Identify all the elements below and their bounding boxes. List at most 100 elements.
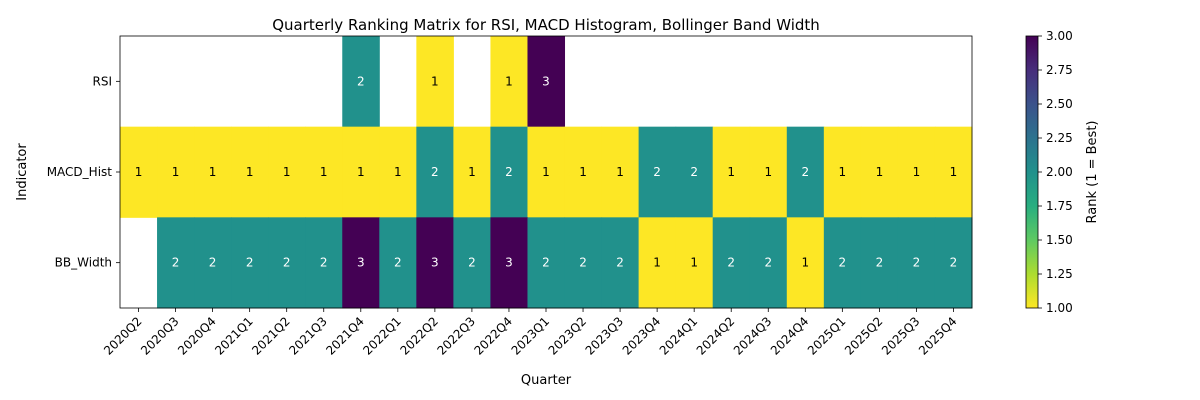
colorbar: 1.00 1.25 1.50 1.75 2.00 2.25 2.50 2.75 3.00 (1025, 29, 1073, 315)
x-axis-label: Quarter (521, 373, 572, 388)
heatmap-cell (194, 126, 232, 218)
colorbar-tick-label: 2.00 (1046, 165, 1073, 179)
x-tick-label: 2023Q4 (620, 314, 664, 358)
cell-value-label: 1 (764, 165, 772, 179)
cell-value-label: 1 (468, 165, 476, 179)
x-tick-label: 2023Q1 (509, 314, 553, 358)
heatmap-cell (453, 217, 491, 309)
cell-value-label: 2 (246, 256, 254, 270)
cell-value-label: 1 (579, 165, 587, 179)
cell-value-label: 2 (172, 256, 180, 270)
heatmap-cell (305, 217, 343, 309)
heatmap-cell (601, 217, 640, 309)
heatmap-cell (342, 126, 380, 218)
x-tick-label: 2022Q3 (434, 314, 478, 358)
heatmap-cell (786, 126, 825, 218)
cell-value-label: 2 (801, 165, 809, 179)
cell-value-label: 1 (209, 165, 217, 179)
x-tick-label: 2023Q3 (583, 314, 627, 358)
cell-value-label: 2 (320, 256, 328, 270)
heatmap-cell (712, 126, 751, 218)
cell-value-label: 1 (505, 74, 513, 88)
x-tick-label: 2020Q4 (175, 314, 219, 358)
heatmap-cell (675, 126, 714, 218)
x-axis: 2020Q22020Q32020Q42021Q12021Q22021Q32021… (101, 308, 960, 358)
cell-value-label: 2 (764, 256, 772, 270)
cell-value-label: 3 (542, 74, 550, 88)
heatmap-cell (194, 217, 232, 309)
cell-value-label: 2 (579, 256, 587, 270)
cell-value-label: 2 (839, 256, 847, 270)
cell-value-label: 2 (653, 165, 661, 179)
x-tick-label: 2024Q2 (694, 314, 738, 358)
plot-frame (119, 35, 973, 309)
cell-value-label: 1 (913, 165, 921, 179)
heatmap-cell (638, 126, 677, 218)
heatmap-cell (934, 217, 973, 309)
heatmap-cells: 2 1 1 3 1 1 1 1 1 1 1 1 2 1 2 1 1 1 2 2 1 1 2 1 1 1 1 2 2 2 2 2 3 2 3 2 3 2 2 2… (120, 36, 973, 309)
x-tick-label: 2025Q2 (842, 314, 886, 358)
x-tick-label: 2025Q1 (805, 314, 849, 358)
cell-value-label: 3 (505, 256, 513, 270)
y-tick-label: RSI (93, 74, 113, 88)
x-tick-label: 2023Q2 (546, 314, 590, 358)
heatmap-cell (231, 126, 269, 218)
cell-value-label: 1 (431, 74, 439, 88)
cell-value-label: 1 (616, 165, 624, 179)
x-tick-label: 2024Q4 (768, 314, 812, 358)
x-tick-label: 2020Q3 (138, 314, 182, 358)
heatmap-cell (268, 217, 306, 309)
heatmap-cell (490, 36, 528, 128)
cell-value-label: 2 (431, 165, 439, 179)
cell-value-label: 3 (431, 256, 439, 270)
cell-value-label: 2 (468, 256, 476, 270)
heatmap-cell (268, 126, 306, 218)
cell-value-label: 1 (172, 165, 180, 179)
heatmap-cell (675, 217, 714, 309)
heatmap-cell (416, 126, 454, 218)
x-tick-label: 2021Q2 (249, 314, 293, 358)
cell-value-label: 1 (727, 165, 735, 179)
cell-value-label: 2 (876, 256, 884, 270)
cell-value-label: 2 (542, 256, 550, 270)
cell-value-label: 2 (950, 256, 958, 270)
y-tick-label: BB_Width (55, 256, 112, 270)
cell-value-label: 2 (394, 256, 402, 270)
cell-value-label: 2 (727, 256, 735, 270)
heatmap-cell (157, 126, 195, 218)
heatmap-cell (527, 126, 566, 218)
cell-value-label: 2 (357, 74, 365, 88)
colorbar-tick-label: 2.25 (1046, 131, 1073, 145)
heatmap-cell (490, 126, 528, 218)
heatmap-cell (638, 217, 677, 309)
heatmap-cell (897, 126, 936, 218)
cell-value-label: 1 (950, 165, 958, 179)
cell-value-label: 1 (394, 165, 402, 179)
heatmap-cell (120, 126, 158, 218)
colorbar-tick-label: 1.25 (1046, 267, 1073, 281)
heatmap-cell (860, 126, 899, 218)
cell-value-label: 1 (876, 165, 884, 179)
cell-value-label: 2 (913, 256, 921, 270)
colorbar-gradient (1025, 35, 1039, 309)
cell-value-label: 1 (283, 165, 291, 179)
colorbar-tick-label: 1.00 (1046, 301, 1073, 315)
heatmap-cell (416, 36, 454, 128)
heatmap-cell (823, 126, 862, 218)
cell-value-label: 1 (246, 165, 254, 179)
heatmap-cell (749, 126, 788, 218)
heatmap-cell (231, 217, 269, 309)
heatmap-cell (860, 217, 899, 309)
heatmap-cell (379, 126, 417, 218)
x-tick-label: 2020Q2 (101, 314, 145, 358)
heatmap-cell (564, 217, 603, 309)
heatmap-cell (934, 126, 973, 218)
colorbar-tick-label: 2.75 (1046, 63, 1073, 77)
y-tick-label: MACD_Hist (47, 165, 113, 179)
y-axis: RSI MACD_Hist BB_Width (47, 74, 120, 270)
colorbar-tick-label: 1.50 (1046, 233, 1073, 247)
heatmap-cell (564, 126, 603, 218)
cell-value-label: 2 (209, 256, 217, 270)
cell-value-label: 1 (839, 165, 847, 179)
